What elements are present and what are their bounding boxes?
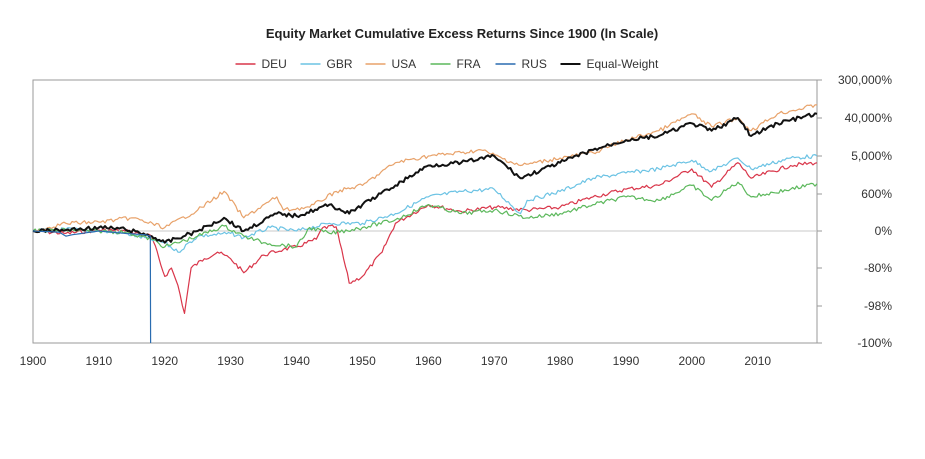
x-axis: 1900 1910 1920 1930 1940 1950 1960 1970 1980 1990… [20, 354, 772, 368]
legend-label: Equal-Weight [587, 57, 659, 71]
y-tick-label: 300,000% [838, 73, 892, 87]
y-tick-label: 5,000% [851, 149, 892, 163]
y-axis: 300,000% 40,000% 5,000% 600% 0% -80% -98% -100% [817, 73, 892, 350]
series-line-usa [32, 104, 817, 232]
legend-label: USA [392, 57, 417, 71]
x-tick-label: 1900 [20, 354, 47, 368]
legend-item-gbr: GBR [300, 57, 353, 71]
x-tick-label: 1990 [613, 354, 640, 368]
legend-label: RUS [522, 57, 547, 71]
series-layer [32, 104, 818, 344]
x-tick-label: 1910 [86, 354, 113, 368]
x-tick-label: 2010 [744, 354, 771, 368]
y-tick-label: -80% [864, 261, 892, 275]
x-tick-label: 1980 [547, 354, 574, 368]
chart-title: Equity Market Cumulative Excess Returns … [266, 26, 658, 41]
legend-item-usa: USA [365, 57, 417, 71]
series-line-deu [32, 161, 818, 314]
legend: DEU GBR USA FRA RUS Equal-Weight [235, 57, 659, 71]
y-tick-label: -100% [857, 336, 892, 350]
legend-item-rus: RUS [495, 57, 547, 71]
series-line-fra [32, 181, 818, 249]
x-tick-label: 1920 [151, 354, 178, 368]
legend-item-deu: DEU [235, 57, 287, 71]
legend-label: GBR [327, 57, 353, 71]
series-line-equal-weight [32, 112, 818, 244]
y-tick-label: -98% [864, 299, 892, 313]
x-tick-label: 1960 [415, 354, 442, 368]
x-tick-label: 1970 [481, 354, 508, 368]
legend-item-fra: FRA [430, 57, 481, 71]
x-tick-label: 1940 [283, 354, 310, 368]
plot-frame [32, 79, 818, 344]
legend-item-equal-weight: Equal-Weight [560, 57, 659, 71]
series-line-rus [32, 230, 152, 344]
legend-label: DEU [262, 57, 287, 71]
y-tick-label: 0% [875, 224, 893, 238]
x-tick-label: 1930 [217, 354, 244, 368]
y-tick-label: 40,000% [845, 111, 893, 125]
x-tick-label: 1950 [349, 354, 376, 368]
y-tick-label: 600% [861, 187, 892, 201]
x-tick-label: 2000 [678, 354, 705, 368]
legend-label: FRA [457, 57, 481, 71]
